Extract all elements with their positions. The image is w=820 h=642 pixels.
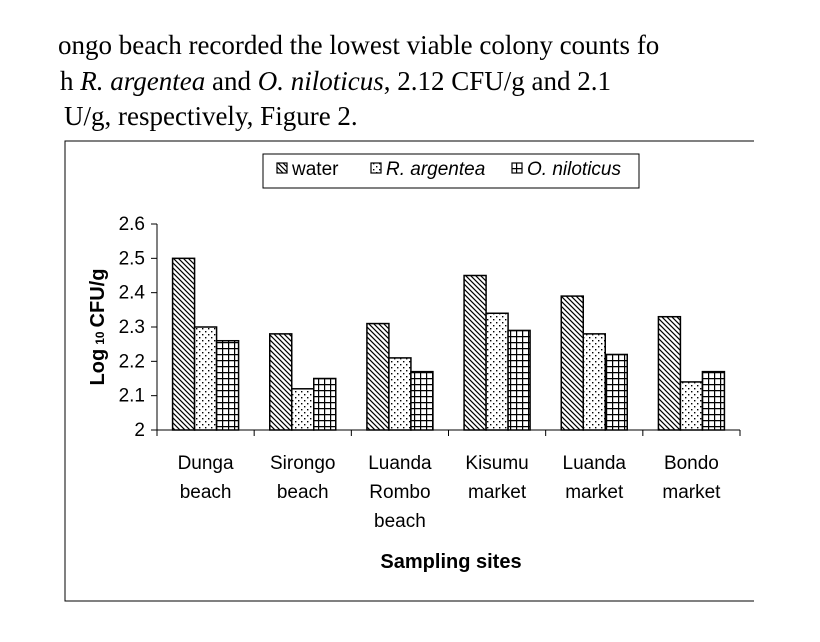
paragraph-line-1: ongo beach recorded the lowest viable co… <box>58 30 660 60</box>
bar-water-dunga-beach <box>171 257 196 431</box>
bar-r-argentea-kisumu-market <box>485 312 509 431</box>
y-tick-label: 2.6 <box>119 214 145 235</box>
x-axis-ticks: Dunga beach Sirongo beach Luanda Rombo beach Ki… <box>156 430 741 532</box>
bar-r-argentea-luanda-market <box>582 333 606 431</box>
species-o-niloticus: O. niloticus <box>257 66 384 96</box>
y-tick-label: 2.5 <box>119 248 145 269</box>
x-tick-label-dunga-beach: Dunga beach <box>178 453 234 503</box>
y-tick-label: 2.3 <box>119 317 145 338</box>
bar-r-argentea-dunga-beach <box>193 326 218 431</box>
x-tick-label-kisumu-market: Kisumu market <box>465 453 528 503</box>
bar-water-bondo-market <box>657 315 682 431</box>
bar-water-luanda-market <box>560 295 584 431</box>
bar-water-kisumu-market <box>463 274 487 431</box>
y-axis-ticks: 2 2.1 2.2 2.3 2.4 2.5 2.6 <box>119 214 157 441</box>
line2-prefix: h <box>60 66 74 96</box>
legend: water R. argentea O. niloticus <box>262 153 640 189</box>
legend-box <box>262 153 640 189</box>
chart-frame <box>64 140 754 602</box>
bar-r-argentea-bondo-market <box>679 381 704 431</box>
bar-r-argentea-luanda-rombo-beach <box>388 357 412 431</box>
bar-o-niloticus-bondo-market <box>701 370 726 431</box>
bar-o-niloticus-dunga-beach <box>215 339 240 431</box>
y-tick-label: 2.1 <box>119 386 145 407</box>
legend-label-o-niloticus: O. niloticus <box>527 159 621 180</box>
bar-o-niloticus-luanda-rombo-beach <box>410 370 434 431</box>
line2-suffix: , 2.12 CFU/g and 2.1 <box>383 66 611 96</box>
y-tick-label: 2 <box>134 420 145 441</box>
bar-o-niloticus-sirongo-beach <box>313 377 337 431</box>
x-axis-title: Sampling sites <box>380 551 521 573</box>
bar-o-niloticus-luanda-market <box>604 353 628 431</box>
paragraph-text: ongo beach recorded the lowest viable co… <box>0 0 754 140</box>
bar-r-argentea-sirongo-beach <box>291 388 315 431</box>
legend-swatch-r-argentea <box>370 162 382 174</box>
bar-o-niloticus-kisumu-market <box>507 329 531 431</box>
species-r-argentea: R. argentea <box>80 66 206 96</box>
legend-label-r-argentea: R. argentea <box>386 159 485 180</box>
line2-joiner: and <box>211 66 251 96</box>
paragraph-line-3: U/g, respectively, Figure 2. <box>64 101 358 131</box>
x-tick-label-luanda-market: Luanda market <box>563 453 627 503</box>
bars <box>171 257 726 431</box>
legend-label-water: water <box>291 159 339 180</box>
paragraph-line-2: h R. argentea and O. niloticus, 2.12 CFU… <box>60 66 611 97</box>
y-tick-label: 2.4 <box>119 283 146 304</box>
legend-swatch-o-niloticus <box>511 162 523 174</box>
bar-water-sirongo-beach <box>269 333 293 431</box>
legend-swatch-water <box>276 162 288 174</box>
x-tick-label-luanda-rombo-beach: Luanda Rombo beach <box>368 453 432 532</box>
x-tick-label-bondo-market: Bondo market <box>662 453 721 503</box>
y-tick-label: 2.2 <box>119 351 145 372</box>
x-tick-label-sirongo-beach: Sirongo beach <box>270 453 336 503</box>
y-axis-title: Log10CFU/g <box>87 269 109 386</box>
bar-water-luanda-rombo-beach <box>366 322 390 431</box>
